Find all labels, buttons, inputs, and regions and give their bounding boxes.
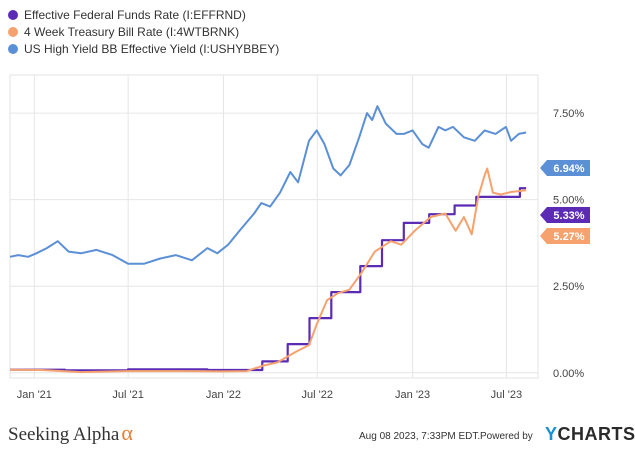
ycharts-text: CHARTS: [557, 424, 635, 444]
end-label-text: 5.33%: [553, 210, 584, 222]
series-line: [10, 187, 527, 372]
series-layer: [9, 105, 527, 374]
series-line: [9, 167, 527, 374]
end-labels: 6.94% 5.33% 5.27%: [540, 160, 590, 244]
series-line: [9, 105, 527, 265]
x-tick-label: Jan '21: [17, 389, 52, 401]
x-tick-label: Jul '23: [491, 389, 522, 401]
end-label-box: [540, 228, 590, 244]
legend-marker-icon: [8, 9, 18, 20]
legend-item[interactable]: Effective Federal Funds Rate (I:EFFRND): [8, 6, 279, 23]
legend-marker-icon: [8, 43, 18, 54]
end-label: 5.27%: [540, 228, 590, 244]
end-label: 5.33%: [540, 207, 590, 223]
brand-text: Seeking Alpha: [8, 424, 120, 445]
legend-marker-icon: [8, 26, 18, 37]
end-label-box: [540, 160, 590, 176]
x-tick-label: Jul '22: [302, 389, 333, 401]
legend-label: Effective Federal Funds Rate (I:EFFRND): [24, 7, 246, 22]
ycharts-logo[interactable]: YCHARTS: [545, 424, 635, 445]
end-label-text: 5.27%: [553, 231, 584, 243]
y-tick-label: 5.00%: [553, 195, 584, 207]
end-label-text: 6.94%: [553, 163, 584, 175]
end-label: 6.94%: [540, 160, 590, 176]
ycharts-y: Y: [545, 424, 558, 444]
timestamp: Aug 08 2023, 7:33PM EDT.: [359, 431, 481, 442]
x-tick-label: Jul '21: [112, 389, 143, 401]
y-tick-label: 7.50%: [553, 108, 584, 120]
alpha-icon: α: [121, 420, 133, 445]
plot-frame: [9, 74, 539, 379]
powered-by-text: Powered by: [480, 431, 533, 442]
legend-item[interactable]: US High Yield BB Effective Yield (I:USHY…: [8, 40, 279, 57]
x-tick-label: Jan '23: [395, 389, 430, 401]
legend-label: US High Yield BB Effective Yield (I:USHY…: [24, 41, 280, 56]
end-label-box: [540, 207, 590, 223]
x-tick-label: Jan '22: [206, 389, 241, 401]
seeking-alpha-logo[interactable]: Seeking Alphaα: [8, 420, 133, 446]
y-tick-label: 2.50%: [553, 281, 584, 293]
legend: Effective Federal Funds Rate (I:EFFRND) …: [8, 6, 279, 57]
y-tick-label: 0.00%: [553, 368, 584, 380]
axis-layer: 0.00% 2.50% 5.00% 7.50% Jan '21 Jul '21 Jan '2…: [17, 108, 585, 401]
legend-label: 4 Week Treasury Bill Rate (I:4WTBRNK): [24, 24, 240, 39]
grid-layer: [9, 74, 539, 379]
legend-item[interactable]: 4 Week Treasury Bill Rate (I:4WTBRNK): [8, 23, 279, 40]
